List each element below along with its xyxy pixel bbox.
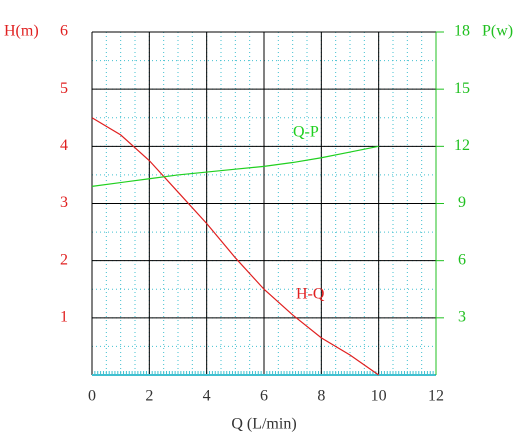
series-label: H-Q — [296, 286, 325, 303]
x-tick-label: 6 — [260, 388, 268, 405]
y-axis-label: H(m) — [4, 23, 39, 40]
y-tick-label: 3 — [60, 194, 68, 211]
y2-tick-label: 6 — [458, 251, 466, 268]
y-tick-label: 1 — [60, 309, 68, 326]
y2-tick-label: 3 — [458, 309, 466, 326]
y-tick-label: 6 — [60, 23, 68, 40]
x-tick-label: 0 — [88, 388, 96, 405]
y2-tick-label: 18 — [454, 23, 470, 40]
series-line — [91, 145, 379, 187]
y-tick-label: 4 — [60, 137, 68, 154]
y2-axis-label: P(w) — [482, 23, 513, 40]
y2-tick-label: 12 — [454, 137, 470, 154]
x-tick-label: 10 — [371, 388, 387, 405]
y2-tick-label: 15 — [454, 80, 470, 97]
x-tick-label: 2 — [145, 388, 153, 405]
y-tick-label: 5 — [60, 80, 68, 97]
y2-tick-label: 9 — [458, 194, 466, 211]
series-line — [91, 117, 380, 376]
x-axis-label: Q (L/min) — [231, 416, 296, 433]
x-tick-label: 4 — [203, 388, 211, 405]
series-label: Q-P — [293, 124, 319, 141]
y-tick-label: 2 — [60, 251, 68, 268]
x-tick-label: 12 — [428, 388, 444, 405]
x-tick-label: 8 — [317, 388, 325, 405]
